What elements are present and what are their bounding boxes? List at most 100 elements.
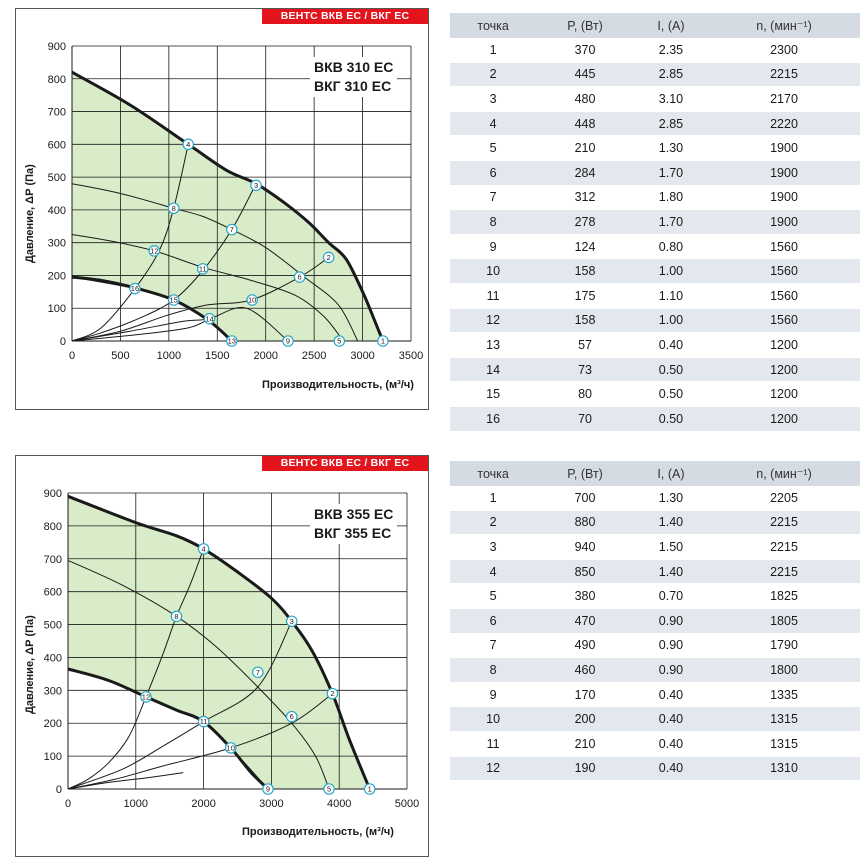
speed-curve bbox=[71, 307, 289, 342]
point-label: 7 bbox=[256, 668, 260, 677]
operating-point: 5 bbox=[333, 335, 346, 347]
column-header: P, (Вт) bbox=[536, 461, 634, 486]
table-cell: 1560 bbox=[708, 234, 860, 260]
operating-point: 10 bbox=[224, 742, 237, 754]
table-cell: 14 bbox=[450, 357, 537, 383]
table-cell: 370 bbox=[536, 38, 634, 63]
table-cell: 5 bbox=[450, 135, 537, 161]
operating-point: 3 bbox=[250, 179, 262, 192]
column-header: I, (A) bbox=[633, 461, 709, 486]
point-marker bbox=[148, 245, 161, 257]
y-tick-label: 100 bbox=[48, 303, 66, 315]
table-cell: 284 bbox=[536, 160, 634, 186]
table-cell: 13 bbox=[450, 332, 537, 358]
table-cell: 0.90 bbox=[633, 657, 709, 683]
table-row: 12 158 1.00 1560 bbox=[450, 308, 860, 334]
x-tick-label: 3000 bbox=[259, 798, 283, 810]
x-axis-label: Производительность, (м³/ч) bbox=[242, 826, 394, 838]
point-label: 1 bbox=[381, 337, 385, 346]
operating-point: 7 bbox=[252, 666, 264, 679]
table-cell: 11 bbox=[450, 283, 537, 309]
operating-point: 6 bbox=[293, 271, 306, 283]
y-tick-label: 900 bbox=[44, 488, 62, 500]
table-cell: 1200 bbox=[708, 406, 860, 432]
point-label: 5 bbox=[327, 785, 331, 794]
operating-point: 6 bbox=[285, 710, 298, 723]
point-label: 1 bbox=[368, 785, 372, 794]
table-cell: 1.00 bbox=[633, 258, 709, 284]
point-marker bbox=[282, 335, 294, 347]
table-row: 9 170 0.40 1335 bbox=[450, 682, 860, 708]
table-cell: 2215 bbox=[708, 62, 860, 88]
table-cell: 1.70 bbox=[633, 160, 709, 186]
point-marker bbox=[197, 543, 210, 555]
column-header: P, (Вт) bbox=[536, 13, 634, 38]
y-tick-label: 800 bbox=[44, 521, 62, 533]
table-cell: 2 bbox=[450, 62, 537, 88]
table-cell: 1.70 bbox=[633, 209, 709, 235]
table-row: 10 158 1.00 1560 bbox=[450, 258, 860, 284]
system-curve bbox=[71, 144, 189, 342]
table-cell: 6 bbox=[450, 608, 537, 634]
point-marker bbox=[333, 335, 346, 347]
table-cell: 1.30 bbox=[633, 135, 709, 161]
system-curve bbox=[67, 772, 184, 790]
point-label: 7 bbox=[230, 225, 234, 234]
table-cell: 0.40 bbox=[633, 682, 709, 708]
point-marker bbox=[377, 335, 389, 347]
table-cell: 2215 bbox=[708, 559, 860, 585]
y-tick-label: 900 bbox=[48, 41, 66, 53]
point-marker bbox=[226, 335, 238, 347]
table-row: 2 445 2.85 2215 bbox=[450, 62, 860, 88]
point-marker bbox=[363, 783, 376, 795]
model-line-1: ВКВ 310 ЕС bbox=[314, 59, 394, 75]
working-area-fill bbox=[72, 72, 383, 341]
chart-panel-355: 0 1000 2000 3000 4000 5000 0 100 200 300 400 500 600… bbox=[15, 455, 429, 857]
table-header-row: точка P, (Вт) I, (A) n, (мин⁻¹) bbox=[450, 13, 860, 38]
table-cell: 170 bbox=[536, 682, 634, 708]
table-cell: 0.50 bbox=[633, 406, 709, 432]
table-cell: 2215 bbox=[708, 510, 860, 536]
y-tick-label: 0 bbox=[56, 784, 62, 796]
table-cell: 10 bbox=[450, 706, 537, 732]
x-tick-label: 3500 bbox=[399, 350, 423, 362]
operating-point: 14 bbox=[203, 312, 216, 325]
table-cell: 0.90 bbox=[633, 633, 709, 659]
table-row: 7 490 0.90 1790 bbox=[450, 633, 860, 659]
table-row: 4 850 1.40 2215 bbox=[450, 559, 860, 585]
table-cell: 380 bbox=[536, 583, 634, 609]
x-tick-label: 0 bbox=[69, 350, 75, 362]
table-cell: 2.35 bbox=[633, 38, 709, 63]
operating-point: 4 bbox=[182, 138, 195, 151]
operating-point: 2 bbox=[322, 251, 335, 264]
table-cell: 0.50 bbox=[633, 357, 709, 383]
point-label: 12 bbox=[150, 246, 158, 255]
y-axis-label: Давление, ΔР (Па) bbox=[24, 615, 36, 714]
parameters-table-355: точка P, (Вт) I, (A) n, (мин⁻¹) 1 700 1.30 2205… bbox=[450, 461, 860, 782]
table-row: 6 470 0.90 1805 bbox=[450, 608, 860, 634]
x-axis-label: Производительность, (м³/ч) bbox=[262, 379, 414, 391]
table-cell: 1560 bbox=[708, 258, 860, 284]
operating-point: 11 bbox=[197, 715, 210, 728]
performance-chart-355: 0 1000 2000 3000 4000 5000 0 100 200 300 400 500 600… bbox=[44, 488, 420, 810]
table-cell: 0.40 bbox=[633, 731, 709, 757]
table-row: 11 175 1.10 1560 bbox=[450, 283, 860, 309]
point-marker bbox=[323, 783, 335, 795]
operating-point: 8 bbox=[170, 610, 183, 623]
table-cell: 1200 bbox=[708, 332, 860, 358]
table-cell: 3 bbox=[450, 534, 537, 560]
table-cell: 700 bbox=[536, 486, 634, 511]
operating-point: 13 bbox=[226, 335, 238, 347]
speed-curve bbox=[67, 559, 330, 790]
table-row: 5 210 1.30 1900 bbox=[450, 135, 860, 161]
y-tick-label: 500 bbox=[44, 620, 62, 632]
table-cell: 1 bbox=[450, 486, 537, 511]
point-label: 6 bbox=[290, 712, 294, 721]
table-cell: 1.40 bbox=[633, 559, 709, 585]
table-cell: 1.50 bbox=[633, 534, 709, 560]
table-cell: 1 bbox=[450, 38, 537, 63]
point-label: 4 bbox=[202, 545, 206, 554]
point-label: 15 bbox=[170, 296, 178, 305]
table-cell: 1560 bbox=[708, 308, 860, 334]
operating-point: 15 bbox=[167, 294, 180, 306]
